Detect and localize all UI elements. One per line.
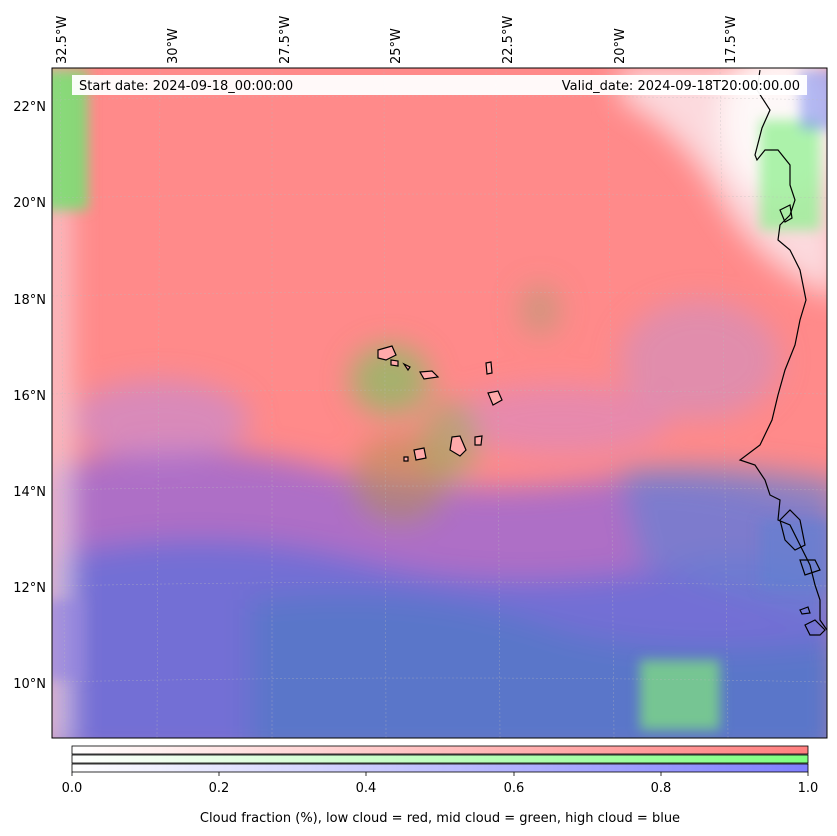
lon-tick-labels: 32.5°W 30°W 27.5°W 25°W 22.5°W 20°W 17.5…	[55, 16, 739, 64]
colorbar-tick-label: 0.2	[209, 781, 230, 796]
lon-tick-label: 25°W	[389, 28, 404, 64]
lat-tick-label: 10°N	[13, 677, 46, 692]
lon-tick-label: 32.5°W	[55, 16, 70, 64]
colorbar: 0.0 0.2 0.4 0.6 0.8 1.0 Cloud fraction (…	[62, 745, 819, 826]
colorbar-tick-label: 0.0	[62, 781, 83, 796]
lat-tick-label: 16°N	[13, 389, 46, 404]
lat-tick-label: 18°N	[13, 293, 46, 308]
lat-tick-labels: 22°N 20°N 18°N 16°N 14°N 12°N 10°N	[13, 100, 46, 692]
lon-tick-label: 22.5°W	[501, 16, 516, 64]
colorbar-mid-cloud	[71, 754, 809, 764]
lon-tick-label: 20°W	[613, 28, 628, 64]
colorbar-tick-label: 1.0	[798, 781, 819, 796]
coastline	[738, 69, 827, 636]
colorbar-high-cloud	[71, 763, 809, 773]
lat-tick-label: 12°N	[13, 581, 46, 596]
lon-tick-label: 17.5°W	[724, 16, 739, 64]
lon-tick-label: 30°W	[166, 28, 181, 64]
valid-date-label: Valid_date: 2024-09-18T20:00:00.00	[562, 79, 800, 94]
lat-tick-label: 14°N	[13, 485, 46, 500]
colorbar-title: Cloud fraction (%), low cloud = red, mid…	[200, 811, 680, 826]
cape-verde-islands	[377, 345, 503, 462]
cloud-field	[52, 68, 827, 738]
colorbar-tick-label: 0.6	[504, 781, 525, 796]
colorbar-low-cloud	[71, 745, 809, 755]
lat-tick-label: 20°N	[13, 196, 46, 211]
lat-tick-label: 22°N	[13, 100, 46, 115]
gridlines	[52, 68, 827, 738]
colorbar-tick-label: 0.8	[651, 781, 672, 796]
lon-tick-label: 27.5°W	[278, 16, 293, 64]
start-date-label: Start date: 2024-09-18_00:00:00	[79, 79, 293, 94]
colorbar-tick-label: 0.4	[356, 781, 377, 796]
map-frame	[51, 67, 828, 739]
info-banner	[72, 75, 807, 95]
